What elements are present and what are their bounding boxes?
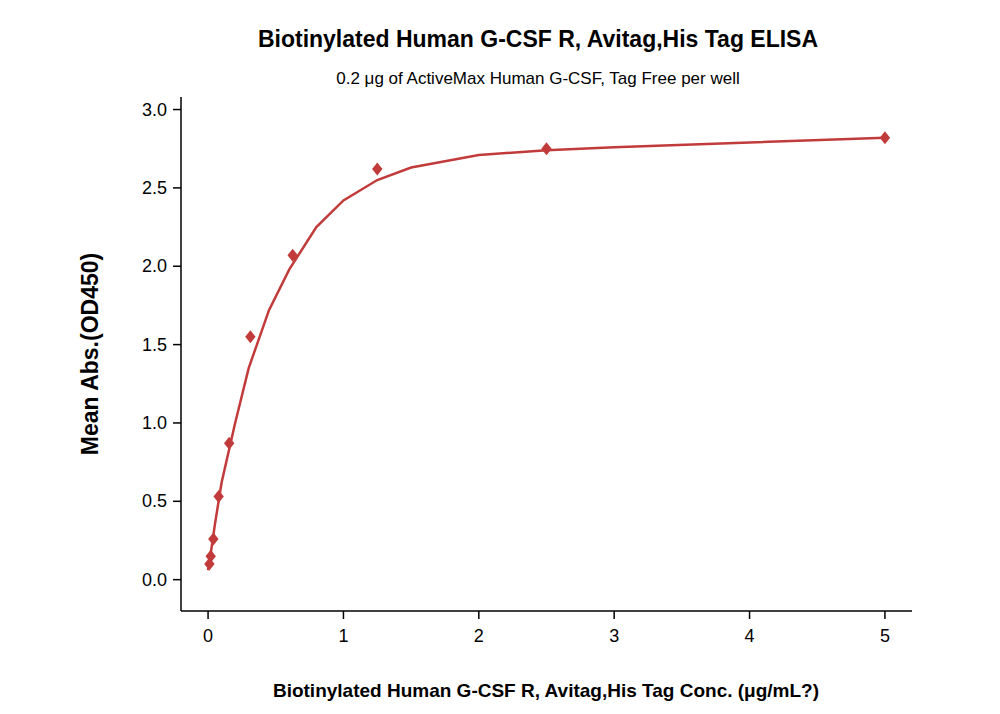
x-tick-label: 1	[338, 626, 348, 646]
y-axis-line	[180, 97, 182, 611]
y-tick	[173, 579, 181, 581]
x-tick	[884, 611, 886, 619]
y-tick	[173, 344, 181, 346]
y-tick-label: 0.5	[142, 491, 167, 511]
x-tick-label: 0	[203, 626, 213, 646]
chart: Biotinylated Human G-CSF R, Avitag,His T…	[0, 0, 1000, 714]
x-tick	[207, 611, 209, 619]
subtitle: 0.2 μg of ActiveMax Human G-CSF, Tag Fre…	[336, 69, 739, 88]
y-tick	[173, 265, 181, 267]
y-tick-label: 0.0	[142, 570, 167, 590]
y-tick-label: 1.5	[142, 335, 167, 355]
y-tick	[173, 501, 181, 503]
y-tick-label: 1.0	[142, 413, 167, 433]
x-tick-label: 4	[745, 626, 755, 646]
plot-area	[204, 131, 890, 570]
data-point	[206, 550, 216, 563]
x-tick	[343, 611, 345, 619]
title: Biotinylated Human G-CSF R, Avitag,His T…	[258, 26, 818, 52]
x-tick	[613, 611, 615, 619]
y-tick-label: 2.5	[142, 178, 167, 198]
fit-line	[208, 138, 885, 571]
y-tick-label: 2.0	[142, 256, 167, 276]
data-point	[224, 437, 234, 450]
x-tick	[749, 611, 751, 619]
x-tick-label: 3	[609, 626, 619, 646]
x-axis-line	[181, 610, 912, 612]
y-axis-label: Mean Abs.(OD450)	[77, 253, 103, 455]
data-point	[245, 330, 255, 343]
data-point	[208, 532, 218, 545]
y-tick	[173, 187, 181, 189]
data-point	[287, 249, 297, 262]
y-tick	[173, 422, 181, 424]
y-tick-label: 3.0	[142, 100, 167, 120]
data-point	[213, 490, 223, 503]
data-point	[880, 131, 890, 144]
x-axis-label: Biotinylated Human G-CSF R, Avitag,His T…	[273, 680, 819, 701]
data-point	[541, 142, 551, 155]
x-tick-label: 5	[880, 626, 890, 646]
x-tick-label: 2	[474, 626, 484, 646]
data-point	[372, 163, 382, 176]
x-tick	[478, 611, 480, 619]
y-tick	[173, 109, 181, 111]
